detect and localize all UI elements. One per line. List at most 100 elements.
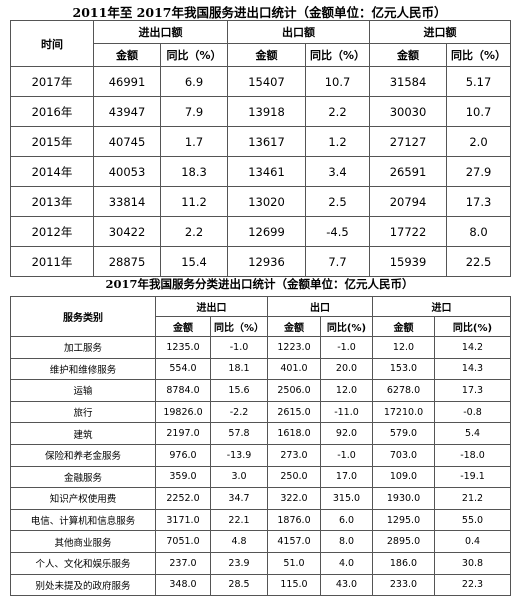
import-amount-cell: 579.0 — [372, 422, 435, 445]
total-amount-cell: 43947 — [93, 96, 161, 127]
yoy-subheader: 同比（%） — [210, 316, 268, 337]
import-yoy-cell: 5.17 — [446, 66, 511, 97]
export-yoy-cell: 2.5 — [305, 186, 370, 217]
table-row: 个人、文化和娱乐服务 237.0 23.9 51.0 4.0 186.0 30.8 — [10, 551, 511, 575]
total-trade-group-header: 进出口额 — [93, 20, 228, 44]
total-amount-cell: 3171.0 — [155, 508, 211, 532]
table2-sub-header-row: 金额 同比（%） 金额 同比(%) 金额 同比(%) — [11, 316, 511, 337]
import-group-header: 进口 — [372, 296, 511, 317]
table-row: 金融服务 359.0 3.0 250.0 17.0 109.0 -19.1 — [10, 465, 511, 489]
total-yoy-cell: 1.7 — [160, 126, 228, 157]
export-amount-cell: 401.0 — [267, 357, 321, 381]
import-yoy-cell: 8.0 — [446, 216, 511, 247]
import-amount-cell: 17210.0 — [372, 400, 435, 424]
amount-subheader: 金额 — [372, 316, 435, 337]
import-yoy-cell: 21.2 — [434, 487, 511, 510]
table2-title: 2017年我国服务分类进出口统计（金额单位：亿元人民币） — [105, 277, 414, 291]
total-amount-cell: 1235.0 — [155, 336, 211, 359]
year-cell: 2013年 — [10, 186, 94, 217]
table-row: 2012年 30422 2.2 12699 -4.5 17722 8.0 — [10, 216, 511, 247]
export-yoy-cell: 20.0 — [320, 357, 373, 381]
export-amount-cell: 115.0 — [267, 573, 321, 597]
category-cell: 加工服务 — [10, 336, 156, 359]
export-amount-cell: 1618.0 — [267, 422, 321, 445]
export-amount-cell: 12699 — [227, 216, 306, 247]
import-group-header: 进口额 — [369, 20, 511, 44]
table-row: 2015年 40745 1.7 13617 1.2 27127 2.0 — [10, 126, 511, 157]
total-amount-cell: 976.0 — [155, 443, 211, 467]
category-cell: 其他商业服务 — [10, 530, 156, 553]
import-yoy-cell: 14.3 — [434, 357, 511, 381]
export-amount-cell: 250.0 — [267, 465, 321, 489]
category-cell: 金融服务 — [10, 465, 156, 489]
yoy-subheader: 同比（%） — [305, 43, 370, 67]
total-yoy-cell: 22.1 — [210, 508, 268, 532]
year-cell: 2014年 — [10, 156, 94, 187]
export-yoy-cell: 1.2 — [305, 126, 370, 157]
total-amount-cell: 237.0 — [155, 551, 211, 575]
export-yoy-cell: 4.0 — [320, 551, 373, 575]
import-yoy-cell: -18.0 — [434, 443, 511, 467]
export-yoy-cell: 10.7 — [305, 66, 370, 97]
table-row: 维护和维修服务 554.0 18.1 401.0 20.0 153.0 14.3 — [10, 357, 511, 381]
table1-title: 2011年至 2017年我国服务进出口统计（金额单位：亿元人民币） — [72, 5, 447, 20]
import-yoy-cell: 22.3 — [434, 573, 511, 597]
year-cell: 2017年 — [10, 66, 94, 97]
import-yoy-cell: 2.0 — [446, 126, 511, 157]
import-amount-cell: 20794 — [369, 186, 447, 217]
table-row: 建筑 2197.0 57.8 1618.0 92.0 579.0 5.4 — [10, 422, 511, 445]
import-yoy-cell: 10.7 — [446, 96, 511, 127]
table-row: 2014年 40053 18.3 13461 3.4 26591 27.9 — [10, 156, 511, 187]
total-yoy-cell: -1.0 — [210, 336, 268, 359]
import-amount-cell: 12.0 — [372, 336, 435, 359]
table-row: 2016年 43947 7.9 13918 2.2 30030 10.7 — [10, 96, 511, 127]
total-yoy-cell: -2.2 — [210, 400, 268, 424]
total-amount-cell: 359.0 — [155, 465, 211, 489]
total-amount-cell: 40053 — [93, 156, 161, 187]
export-amount-cell: 51.0 — [267, 551, 321, 575]
table-row: 旅行 19826.0 -2.2 2615.0 -11.0 17210.0 -0.8 — [10, 400, 511, 424]
export-yoy-cell: 43.0 — [320, 573, 373, 597]
import-amount-cell: 6278.0 — [372, 379, 435, 402]
time-column-header: 时间 — [10, 20, 94, 67]
export-yoy-cell: 92.0 — [320, 422, 373, 445]
total-amount-cell: 2252.0 — [155, 487, 211, 510]
total-yoy-cell: 3.0 — [210, 465, 268, 489]
import-amount-cell: 31584 — [369, 66, 447, 97]
import-yoy-cell: 55.0 — [434, 508, 511, 532]
export-group-header: 出口 — [267, 296, 373, 317]
import-yoy-cell: -0.8 — [434, 400, 511, 424]
export-amount-cell: 13020 — [227, 186, 306, 217]
total-yoy-cell: 57.8 — [210, 422, 268, 445]
import-amount-cell: 27127 — [369, 126, 447, 157]
category-cell: 维护和维修服务 — [10, 357, 156, 381]
export-yoy-cell: 3.4 — [305, 156, 370, 187]
total-yoy-cell: 6.9 — [160, 66, 228, 97]
total-yoy-cell: 18.3 — [160, 156, 228, 187]
total-yoy-cell: 4.8 — [210, 530, 268, 553]
total-yoy-cell: 7.9 — [160, 96, 228, 127]
table1-sub-header-row: 金额 同比（%） 金额 同比（%） 金额 同比（%） — [11, 43, 511, 67]
amount-subheader: 金额 — [227, 43, 306, 67]
import-yoy-cell: -19.1 — [434, 465, 511, 489]
total-amount-cell: 28875 — [93, 246, 161, 277]
yoy-subheader: 同比(%) — [434, 316, 511, 337]
total-amount-cell: 40745 — [93, 126, 161, 157]
export-yoy-cell: -4.5 — [305, 216, 370, 247]
table-row: 2017年 46991 6.9 15407 10.7 31584 5.17 — [10, 66, 511, 97]
import-amount-cell: 2895.0 — [372, 530, 435, 553]
import-amount-cell: 703.0 — [372, 443, 435, 467]
year-cell: 2016年 — [10, 96, 94, 127]
total-amount-cell: 8784.0 — [155, 379, 211, 402]
total-yoy-cell: 2.2 — [160, 216, 228, 247]
table-row: 其他商业服务 7051.0 4.8 4157.0 8.0 2895.0 0.4 — [10, 530, 511, 553]
table-row: 保险和养老金服务 976.0 -13.9 273.0 -1.0 703.0 -18.0 — [10, 443, 511, 467]
export-yoy-cell: -1.0 — [320, 336, 373, 359]
total-yoy-cell: 15.6 — [210, 379, 268, 402]
export-amount-cell: 273.0 — [267, 443, 321, 467]
category-cell: 旅行 — [10, 400, 156, 424]
import-yoy-cell: 17.3 — [434, 379, 511, 402]
export-group-header: 出口额 — [227, 20, 370, 44]
export-yoy-cell: 315.0 — [320, 487, 373, 510]
import-yoy-cell: 0.4 — [434, 530, 511, 553]
